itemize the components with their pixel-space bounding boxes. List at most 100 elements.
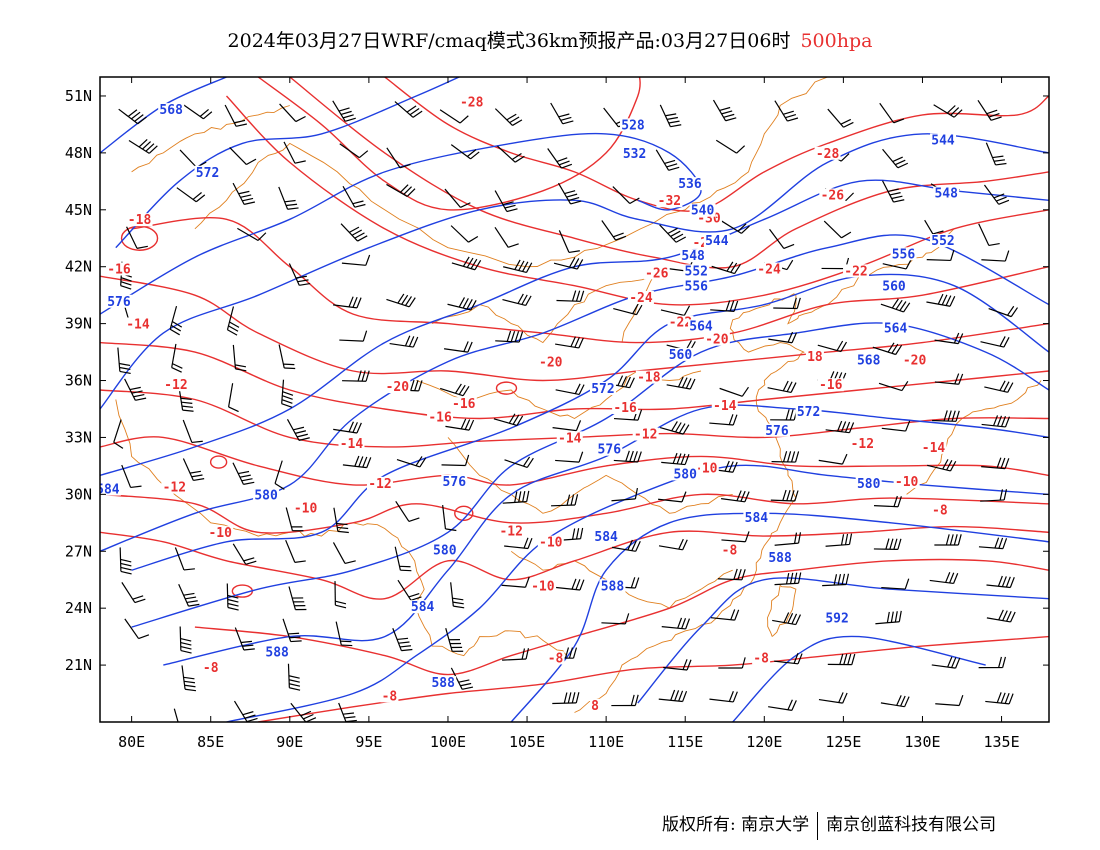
- temperature-label-bg: [126, 213, 153, 227]
- wind-barb: [873, 495, 902, 508]
- border-line: [574, 228, 955, 713]
- temperature-label-bg: [201, 660, 220, 674]
- temperature-label: -14: [713, 399, 737, 414]
- wind-barb: [501, 576, 530, 588]
- wind-barb: [493, 413, 524, 427]
- wind-barb: [774, 572, 802, 586]
- temperature-label: -16: [107, 263, 131, 278]
- height-label-bg: [105, 294, 132, 308]
- y-tick-label: 42N: [65, 258, 92, 276]
- temperature-label: -12: [851, 437, 874, 452]
- height-label: 572: [196, 166, 219, 181]
- wind-barb: [495, 330, 524, 343]
- wind-barb: [709, 691, 738, 703]
- y-tick-label: 21N: [65, 656, 92, 674]
- wind-barb: [237, 227, 267, 242]
- wind-barb: [394, 546, 412, 572]
- temperature-label-bg: [556, 431, 583, 445]
- wind-barb: [502, 490, 530, 504]
- temperature-label: -12: [164, 378, 187, 393]
- wind-barb: [283, 141, 306, 164]
- height-label-bg: [194, 165, 221, 179]
- wind-barb: [126, 226, 148, 249]
- wind-barb: [880, 695, 910, 708]
- temperature-label: -10: [539, 536, 563, 551]
- wind-barb: [494, 190, 518, 213]
- wind-barb: [933, 104, 963, 118]
- wind-barb: [118, 108, 147, 125]
- wind-barb: [774, 652, 803, 665]
- wind-barb: [278, 186, 299, 210]
- wind-barb: [721, 490, 750, 503]
- wind-barb: [494, 227, 519, 248]
- wind-barb: [711, 261, 741, 275]
- temperature-contour: [100, 525, 1049, 600]
- wind-barb: [340, 223, 368, 242]
- temperature-label-bg: [703, 332, 730, 346]
- wind-barb: [881, 180, 905, 203]
- chart-title: 2024年03月27日WRF/cmaq模式36km预报产品:03月27日06时 5…: [0, 26, 1100, 53]
- temperature-label-bg: [537, 535, 564, 549]
- wind-barb: [712, 99, 737, 122]
- wind-barb: [926, 249, 955, 262]
- height-label: 576: [598, 443, 622, 458]
- wind-barb: [611, 539, 641, 552]
- height-label-bg: [593, 529, 620, 543]
- wind-barb: [124, 618, 150, 640]
- temperature-contour: [257, 77, 641, 211]
- height-label-bg: [589, 382, 616, 396]
- temperature-label-bg: [458, 95, 485, 109]
- wind-barb: [977, 99, 1002, 121]
- temperature-label: -16: [613, 401, 637, 416]
- height-contour: [510, 512, 1049, 722]
- wind-barb: [881, 578, 910, 590]
- wind-barb: [232, 462, 255, 485]
- height-label-bg: [100, 482, 121, 496]
- copyright-divider: [817, 811, 819, 840]
- wind-barbs: [113, 99, 1018, 722]
- y-tick-label: 48N: [65, 144, 92, 162]
- temperature-label: 18: [807, 350, 823, 365]
- wind-barb: [440, 383, 470, 397]
- wind-barb: [613, 303, 643, 316]
- height-label: 540: [691, 204, 715, 219]
- temperature-label: -24: [757, 263, 781, 278]
- temperature-label: -8: [548, 651, 564, 666]
- wind-barb: [556, 578, 585, 591]
- temperature-label: -8: [203, 661, 219, 676]
- temperature-label-bg: [893, 474, 920, 488]
- temperature-label: -12: [368, 477, 391, 492]
- temperature-cell: [209, 455, 228, 469]
- temperature-label: -22: [669, 316, 692, 331]
- temperature-label: -16: [452, 397, 476, 412]
- temperature-label: -20: [386, 380, 410, 395]
- temperature-label-bg: [124, 317, 151, 331]
- height-label-bg: [253, 488, 280, 502]
- wind-barb: [985, 142, 1007, 166]
- height-label-bg: [596, 442, 623, 456]
- height-label-bg: [703, 234, 730, 248]
- wind-barb: [445, 418, 475, 431]
- wind-barb: [386, 183, 416, 197]
- height-label-bg: [621, 146, 648, 160]
- wind-barb: [715, 139, 746, 154]
- wind-barb: [555, 451, 584, 463]
- wind-barb: [392, 628, 413, 652]
- temperature-label-bg: [161, 480, 188, 494]
- wind-barb: [332, 100, 356, 122]
- wind-barb: [494, 108, 523, 126]
- wind-barb: [558, 230, 580, 254]
- wind-barb: [224, 104, 247, 127]
- wind-barb: [176, 187, 206, 203]
- wind-barb: [547, 148, 573, 169]
- wind-barb: [611, 487, 638, 502]
- wind-barb: [117, 347, 131, 375]
- height-label-bg: [930, 234, 957, 248]
- temperature-label-bg: [384, 380, 411, 394]
- y-tick-label: 30N: [65, 485, 92, 503]
- height-label: 584: [96, 483, 120, 498]
- height-label: 548: [681, 249, 705, 264]
- wind-barb: [173, 708, 179, 722]
- temperature-label: -20: [903, 354, 927, 369]
- temperature-label: -26: [821, 189, 845, 204]
